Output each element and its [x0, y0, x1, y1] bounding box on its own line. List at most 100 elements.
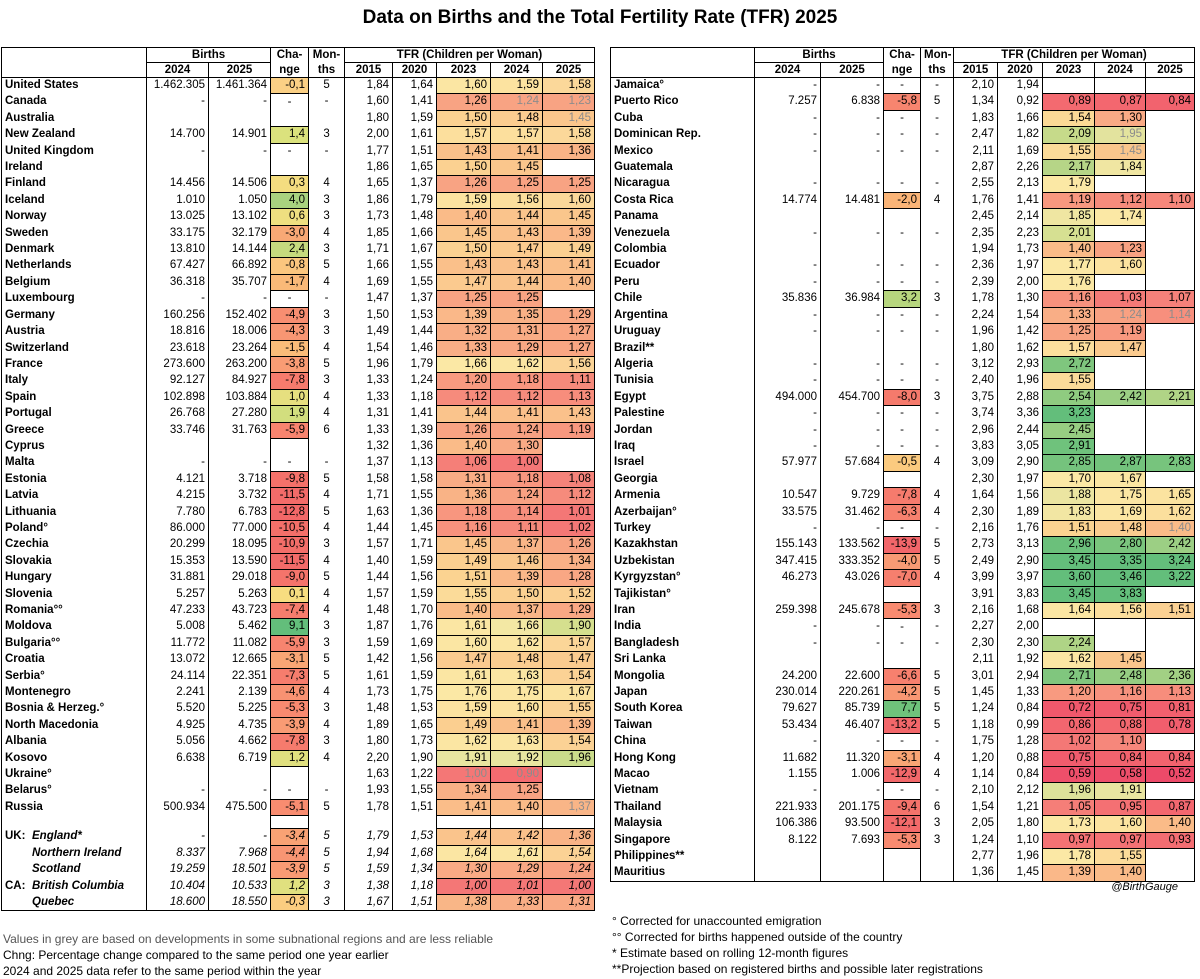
births-2024: 1.155 [754, 766, 821, 783]
tfr-2023-value: 1,91 [436, 749, 492, 768]
tfr-2020-value: 1,18 [392, 878, 438, 895]
months-value: 4 [308, 750, 346, 767]
months-value: - [308, 290, 346, 308]
tfr-2015-value: 1,63 [344, 504, 394, 521]
tfr-2020-value: 1,82 [997, 126, 1044, 144]
tfr-2023-value: 2,85 [1042, 454, 1096, 472]
tfr-2025-value: 1,11 [542, 372, 596, 390]
tfr-2023-value: 0,89 [1042, 93, 1096, 111]
table-row: United States 1.462.305 1.461.364 -0,1 5 1,84… [1, 76, 596, 95]
region-name: Quebec [32, 895, 75, 908]
births-2025: 7.693 [819, 832, 885, 849]
change-value: -4,6 [270, 684, 310, 702]
change-value: - [883, 143, 922, 160]
credit-text: @BirthGauge [1111, 881, 1178, 893]
tfr-2025-value [1145, 225, 1196, 242]
tfr-2025-value: 2,42 [1145, 536, 1196, 554]
tfr-2024-value: 1,24 [490, 93, 544, 111]
months-value: 5 [308, 569, 346, 587]
months-value: 5 [308, 504, 346, 521]
births-2024 [146, 159, 209, 176]
tfr-2015-value: 2,49 [953, 553, 999, 570]
tfr-2020-value: 1,41 [392, 405, 438, 423]
tfr-2025-value: 1,62 [1145, 503, 1196, 521]
tfr-2020-value: 1,59 [392, 553, 438, 570]
tfr-2020-value: 1,55 [392, 274, 438, 291]
change-value: -3,8 [270, 355, 310, 374]
tfr-2024-value: 1,29 [490, 339, 544, 357]
months-value: 3 [308, 241, 346, 258]
country-name: Russia [1, 799, 147, 816]
births-2025: - [819, 438, 885, 455]
table-row: Armenia 10.547 9.729 -7,8 4 1,64 1,56 1,88 1,75 1… [610, 487, 1196, 505]
births-2024: 57.977 [754, 454, 821, 472]
tfr-2015-value: 3,99 [953, 569, 999, 587]
tfr-2020-value: 1,69 [392, 635, 438, 652]
births-2024: 11.682 [754, 750, 821, 767]
months-value: 5 [308, 356, 346, 373]
months-value: 5 [920, 553, 955, 570]
months-value: 4 [308, 586, 346, 603]
tfr-2023-value: 1,16 [1042, 290, 1096, 308]
births-2024 [754, 471, 821, 488]
tfr-2024-value: 1,37 [490, 536, 544, 554]
tfr-2023-value: 1,34 [436, 782, 492, 800]
births-2025: - [819, 618, 885, 636]
tfr-2020-value: 1,39 [392, 422, 438, 439]
table-row: Iraq - - - -3,83 3,05 2,91 [610, 437, 1196, 456]
table-row: Ireland 1,86 1,65 1,50 1,45 [1, 159, 596, 177]
births-2025: 220.261 [819, 684, 885, 701]
months-value: 5 [308, 861, 346, 878]
months-value: - [308, 782, 346, 800]
tfr-2023-value: 2,54 [1042, 388, 1096, 407]
births-2024: - [754, 307, 821, 324]
tfr-2025-value: 1,13 [1145, 684, 1196, 702]
country-name: Mongolia [610, 668, 755, 685]
births-2024: - [754, 733, 821, 751]
tfr-2024-value: 1,11 [490, 519, 544, 538]
births-2024: - [754, 372, 821, 390]
tfr-2020-value: 1,79 [392, 192, 438, 209]
births-2025: 1.050 [207, 192, 272, 209]
tfr-2023-value: 1,60 [436, 76, 492, 95]
country-name: Canada [1, 93, 147, 111]
table-row: Austria 18.816 18.006 -4,3 3 1,49 1,44 1,32 1,31… [1, 323, 596, 341]
tfr-2015-value: 2,11 [953, 143, 999, 160]
table-row: Thailand 221.933 201.175 -9,4 6 1,54 1,21 1,05 0… [610, 798, 1196, 817]
births-2024: 11.772 [146, 635, 209, 652]
births-2025: 152.402 [207, 307, 272, 324]
births-header: Births [145, 47, 272, 63]
tfr-2023-value: 1,62 [1042, 651, 1096, 669]
tfr-2020-value: 1,55 [392, 487, 438, 505]
births-2025: 245.678 [819, 602, 885, 619]
table-row: Bulgaria°° 11.772 11.082 -5,9 3 1,59 1,69 1,60 1… [1, 634, 596, 653]
births-2025: 3.732 [207, 487, 272, 505]
change-value: -13,2 [883, 716, 922, 735]
births-2025: 12.665 [207, 651, 272, 669]
country-name: Belarus° [1, 782, 147, 800]
country-name: North Macedonia [1, 717, 147, 734]
country-name: Algeria [610, 356, 755, 373]
tfr-2025-value: 1,96 [542, 749, 596, 768]
change-value [883, 241, 922, 258]
births-2025: 32.179 [207, 225, 272, 242]
country-name: Iraq [610, 438, 755, 455]
births-2024: 500.934 [146, 799, 209, 816]
tfr-2020-value: 2,94 [997, 668, 1044, 685]
change-value: -3,9 [270, 861, 310, 879]
country-name: Slovakia [1, 553, 147, 570]
months-value: 3 [920, 832, 955, 849]
tfr-2020-value: 1,71 [392, 536, 438, 554]
births-2025: 18.006 [207, 323, 272, 340]
births-2025: 22.351 [207, 668, 272, 685]
tfr-2015-value: 2,30 [953, 504, 999, 521]
country-name: Iran [610, 602, 755, 619]
tfr-2023-value: 1,26 [436, 421, 492, 439]
tfr-2020-value: 2,00 [997, 618, 1044, 636]
tfr-2015-value: 1,33 [344, 389, 394, 406]
births-2024: 10.547 [754, 487, 821, 505]
tfr-2020-value: 2,44 [997, 422, 1044, 439]
tfr-2015-value: 1,93 [344, 782, 394, 800]
country-name: Finland [1, 175, 147, 193]
tfr-2020-value: 1,42 [997, 323, 1044, 340]
